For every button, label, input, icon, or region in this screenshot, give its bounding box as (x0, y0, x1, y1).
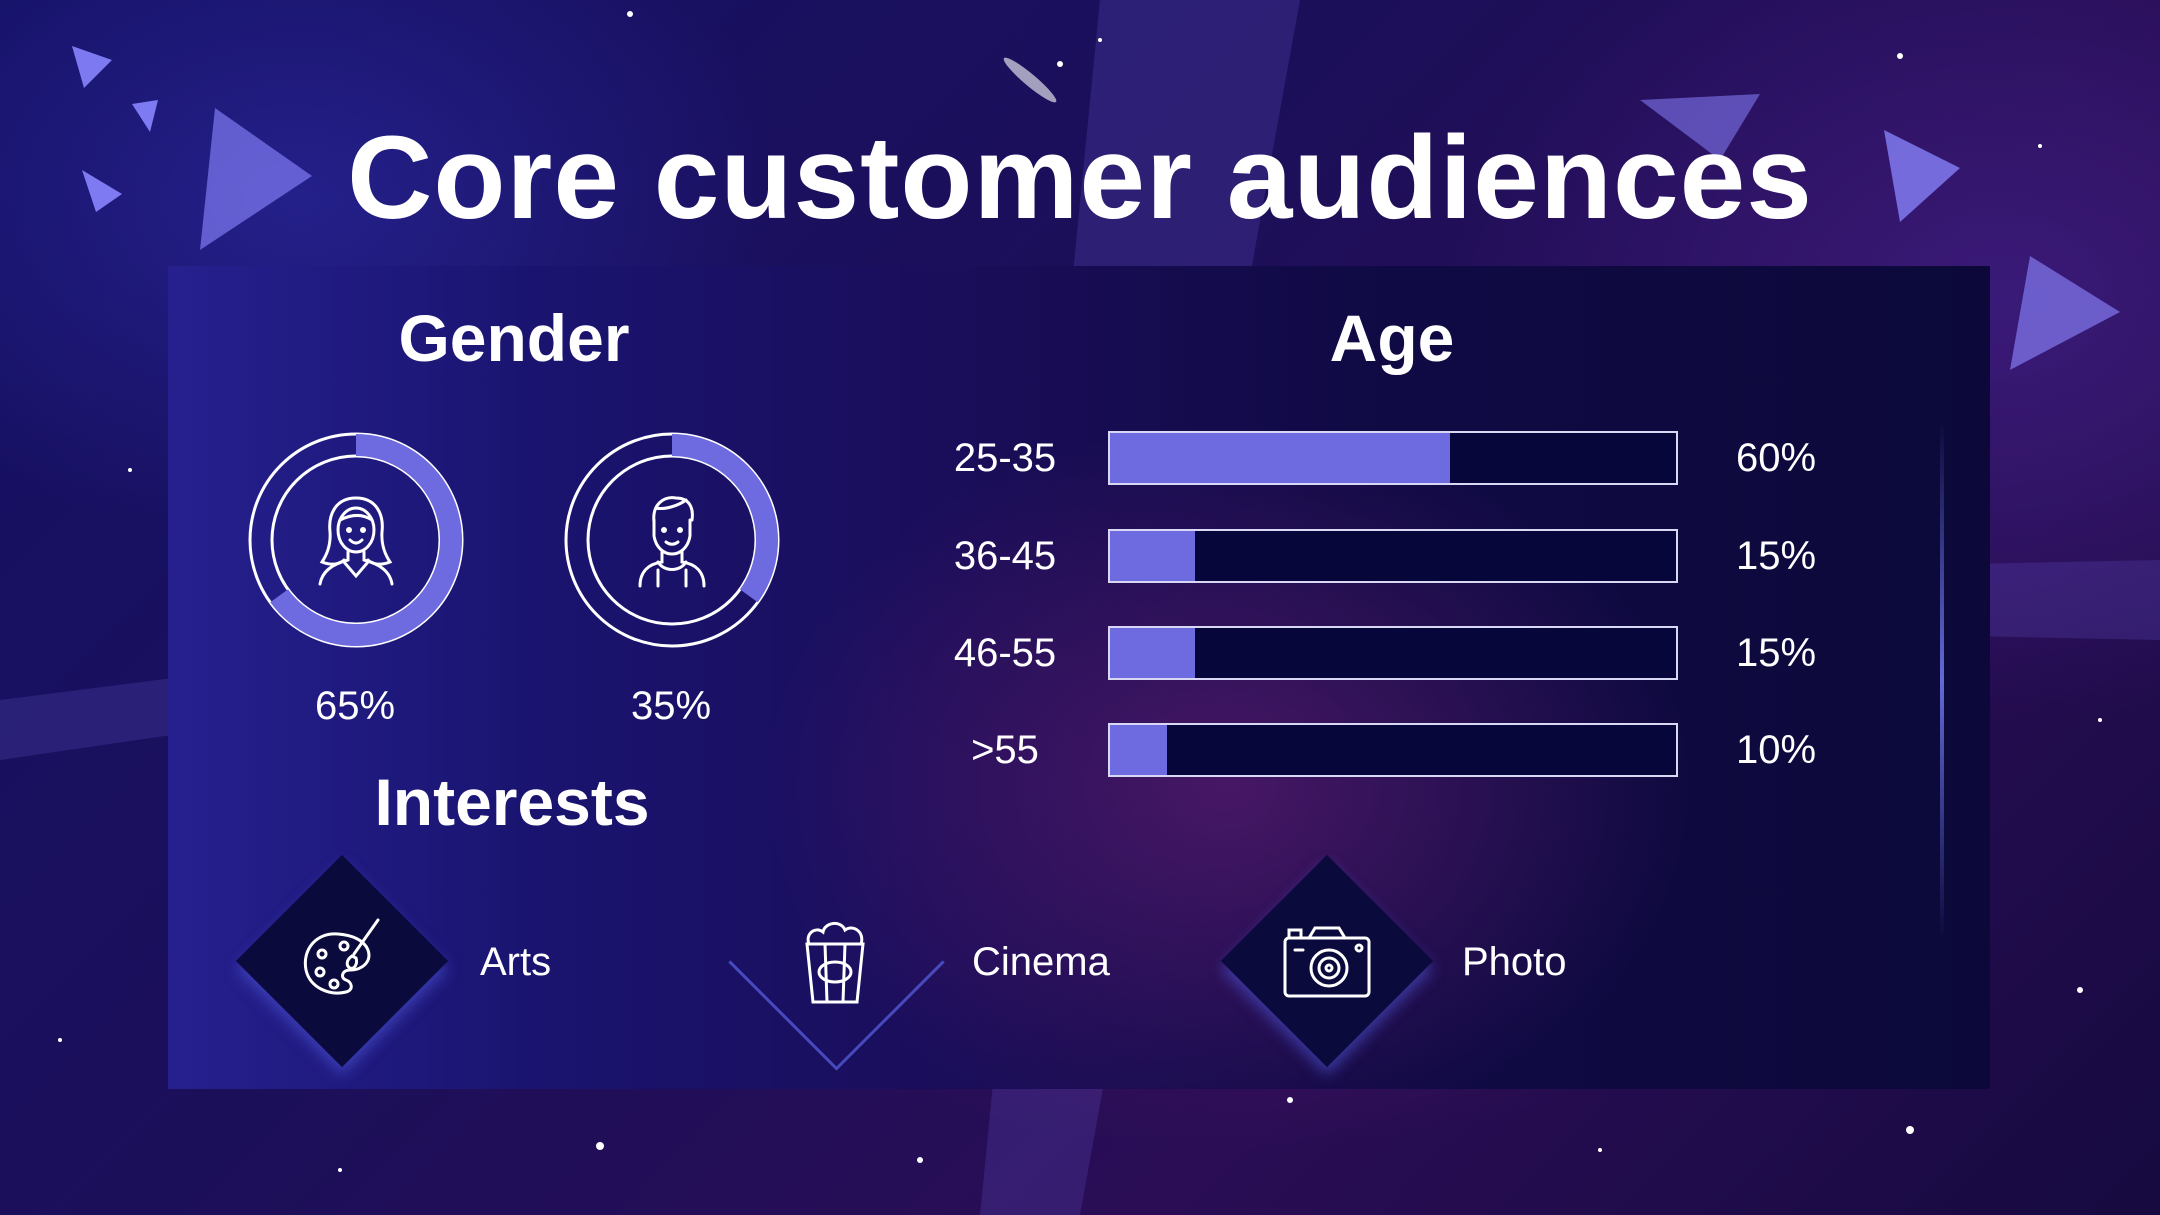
age-bar-track (1108, 626, 1678, 680)
age-pct-over-55: 10% (1736, 728, 1817, 772)
decorative-divider (1940, 420, 1944, 940)
age-pct-36-45: 15% (1736, 534, 1817, 578)
interest-arts-label: Arts (480, 940, 552, 984)
age-bar-track (1108, 431, 1678, 485)
age-label-25-35: 25-35 (953, 436, 1057, 480)
interest-photo-label: Photo (1462, 940, 1567, 984)
female-percent: 65% (314, 684, 396, 728)
man-icon (638, 496, 706, 588)
camera-icon (1283, 926, 1371, 998)
page-title: Core customer audiences (347, 112, 1813, 244)
palette-icon (303, 918, 380, 995)
age-pct-46-55: 15% (1736, 631, 1817, 675)
age-pct-25-35: 60% (1736, 436, 1817, 480)
content-panel (168, 266, 1990, 1089)
age-label-36-45: 36-45 (953, 534, 1057, 578)
age-bar-track (1108, 529, 1678, 583)
popcorn-icon (805, 922, 865, 1004)
gender-donut-female (248, 432, 464, 648)
age-bar-track (1108, 723, 1678, 777)
interest-cinema-label: Cinema (972, 940, 1110, 984)
male-percent: 35% (630, 684, 712, 728)
gender-heading: Gender (398, 301, 630, 375)
age-bar-over-55 (1110, 725, 1167, 775)
age-bar-36-45 (1110, 531, 1195, 581)
age-bar-25-35 (1110, 433, 1450, 483)
age-label-over-55: >55 (971, 728, 1039, 772)
age-heading: Age (1329, 301, 1455, 375)
woman-icon (318, 496, 394, 586)
interests-heading: Interests (374, 765, 650, 839)
age-label-46-55: 46-55 (953, 631, 1057, 675)
gender-donut-male (564, 432, 780, 648)
age-bar-46-55 (1110, 628, 1195, 678)
gender-donut-male-arc (672, 434, 778, 603)
